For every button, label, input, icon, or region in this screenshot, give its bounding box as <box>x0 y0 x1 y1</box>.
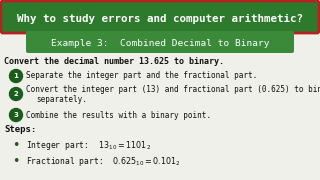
Circle shape <box>10 109 22 122</box>
Text: Integer part:  $13_{10} = 1101_2$: Integer part: $13_{10} = 1101_2$ <box>26 140 151 152</box>
Text: Convert the integer part (13) and fractional part (0.625) to binary: Convert the integer part (13) and fracti… <box>26 86 320 94</box>
FancyBboxPatch shape <box>1 1 319 33</box>
Circle shape <box>10 69 22 82</box>
Text: Steps:: Steps: <box>4 125 36 134</box>
Text: •: • <box>12 156 20 168</box>
Text: 2: 2 <box>14 91 18 97</box>
Text: 3: 3 <box>13 112 19 118</box>
Text: •: • <box>12 140 20 152</box>
Circle shape <box>10 87 22 100</box>
Text: Why to study errors and computer arithmetic?: Why to study errors and computer arithme… <box>17 14 303 24</box>
Text: Example 3:  Combined Decimal to Binary: Example 3: Combined Decimal to Binary <box>51 39 269 48</box>
Text: Convert the decimal number 13.625 to binary.: Convert the decimal number 13.625 to bin… <box>4 57 224 66</box>
Text: Combine the results with a binary point.: Combine the results with a binary point. <box>26 111 211 120</box>
Text: 1: 1 <box>13 73 19 79</box>
Text: separately.: separately. <box>36 94 87 103</box>
Text: Separate the integer part and the fractional part.: Separate the integer part and the fracti… <box>26 71 257 80</box>
Text: Fractional part:  $0.625_{10} = 0.101_2$: Fractional part: $0.625_{10} = 0.101_2$ <box>26 156 181 168</box>
FancyBboxPatch shape <box>26 31 294 53</box>
